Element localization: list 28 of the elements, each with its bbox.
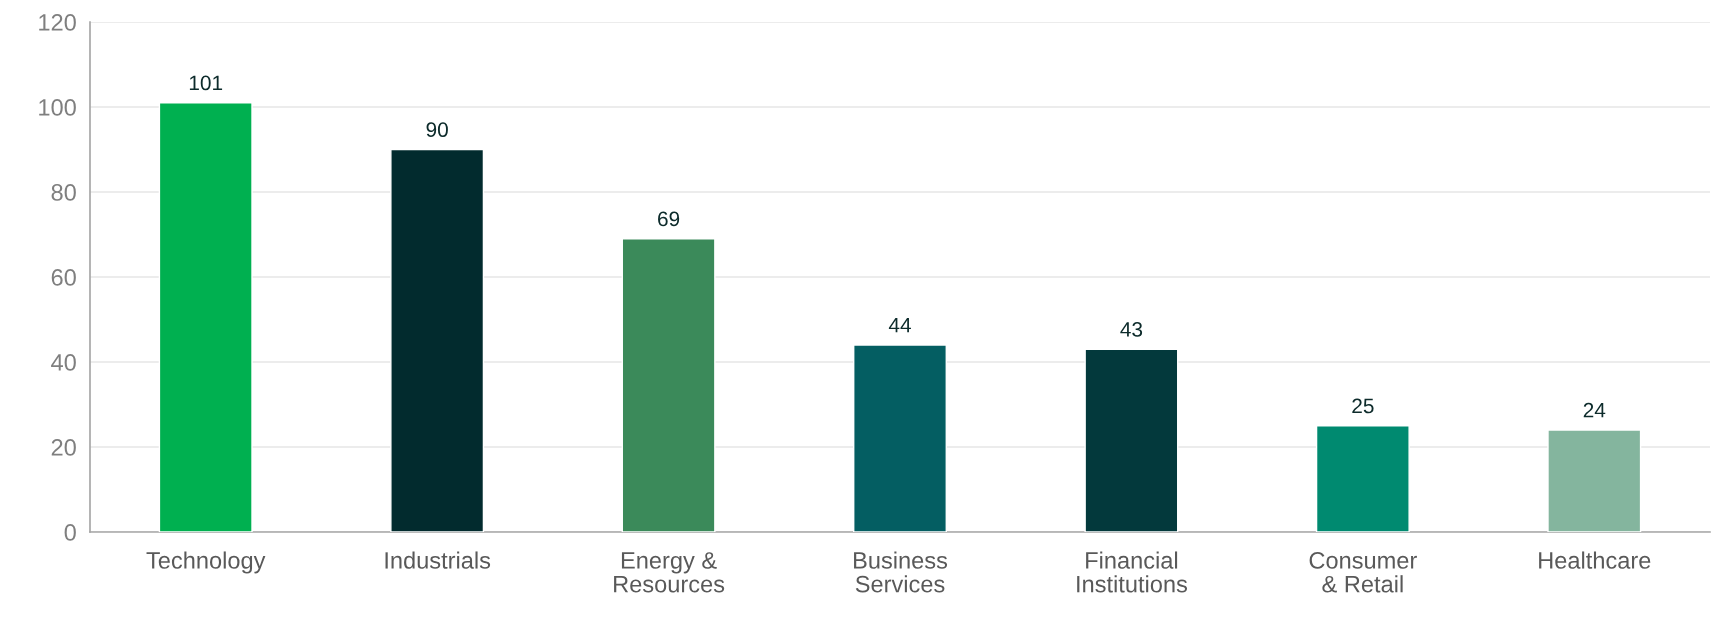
bar xyxy=(1315,425,1410,532)
data-label: 90 xyxy=(426,122,448,138)
x-tick-label: Industrials xyxy=(385,551,491,569)
bar xyxy=(390,148,485,532)
bar xyxy=(1084,348,1179,532)
bar xyxy=(853,344,947,532)
bar xyxy=(1547,429,1642,532)
y-tick-label: 20 xyxy=(51,439,76,456)
data-label: 25 xyxy=(1352,398,1374,414)
x-tick-label: Business Services xyxy=(854,551,948,593)
x-tick-label: Consumer & Retail xyxy=(1309,552,1417,593)
bar xyxy=(621,238,716,532)
data-label: 69 xyxy=(658,211,680,227)
y-tick-label: 60 xyxy=(51,269,76,286)
x-tick-label: Healthcare xyxy=(1539,551,1651,569)
x-tick-label: Technology xyxy=(146,551,266,574)
x-tick-label: Financial Institutions xyxy=(1077,551,1188,593)
y-tick-label: 40 xyxy=(51,354,76,371)
bar xyxy=(158,102,253,532)
y-tick-label: 100 xyxy=(39,99,76,116)
y-tick-label: 80 xyxy=(51,184,76,201)
y-tick-label: 0 xyxy=(64,524,76,541)
data-label: 101 xyxy=(189,75,223,91)
data-label: 44 xyxy=(888,318,911,333)
y-tick-label: 120 xyxy=(39,14,76,31)
data-label: 24 xyxy=(1583,402,1606,418)
x-tick-label: Energy & Resources xyxy=(614,552,725,593)
data-label: 43 xyxy=(1120,322,1143,337)
